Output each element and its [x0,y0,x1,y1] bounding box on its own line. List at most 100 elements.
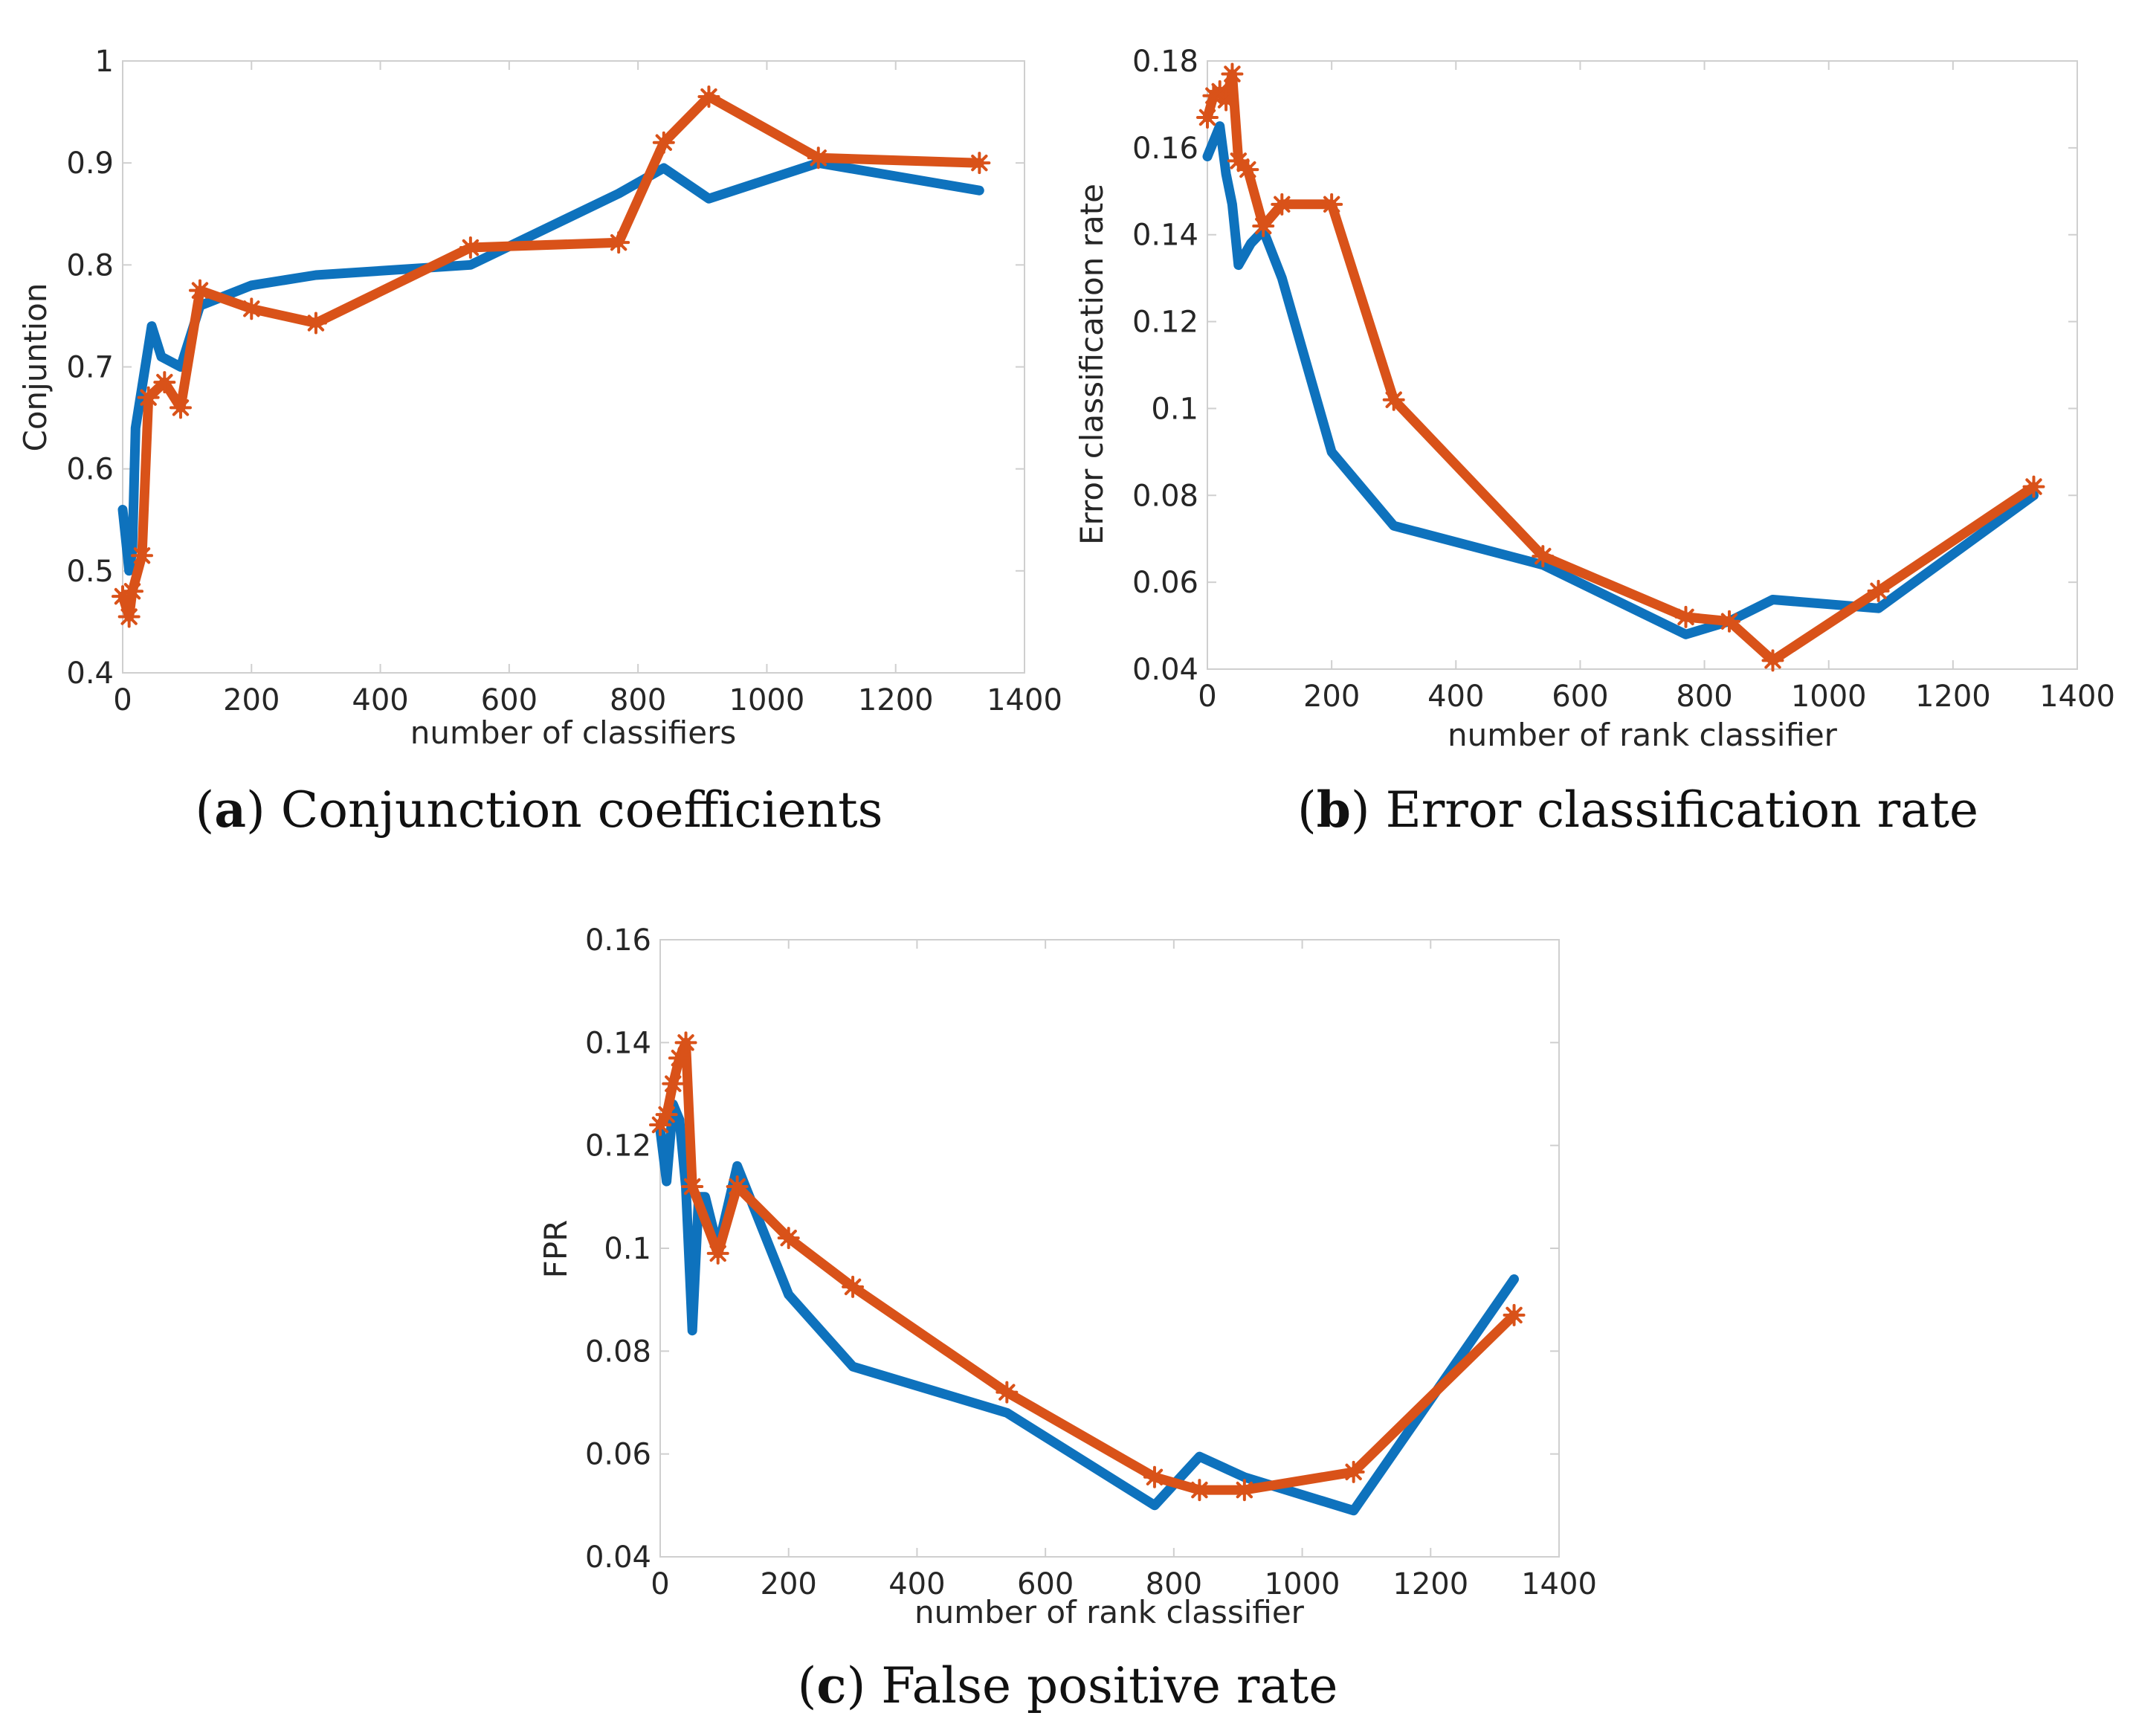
series-line-orange [655,1037,1519,1495]
series-point-orange [1382,388,1405,411]
caption-a: (a) Conjunction coefficients [195,781,882,839]
series-point-orange [1196,106,1219,129]
marker-stroke [1239,161,1256,178]
x-tick-label: 0 [113,683,132,717]
y-tick-label: 1 [95,45,114,79]
marker-stroke [655,134,672,151]
marker-stroke [462,239,480,256]
marker-stroke [671,1049,688,1067]
marker-stroke [700,88,717,106]
series-point-orange [1532,545,1555,568]
x-tick-label: 1200 [1393,1567,1468,1601]
marker-stroke [156,373,173,391]
series-point-orange [304,312,327,335]
marker-stroke [307,314,325,332]
y-tick-label: 0.14 [585,1026,651,1060]
marker-stroke [683,1178,701,1195]
y-tick-label: 0.1 [1151,392,1198,426]
series-line-orange [117,91,984,622]
y-tick-label: 0.7 [66,351,114,385]
series-layer [649,1031,1526,1516]
series-point-orange [995,1381,1019,1404]
x-tick-label: 400 [888,1567,945,1601]
panel-c: 0 200 400 600 800 1000 1200 1400 0.040.060.080.… [538,923,1597,1714]
series-point-orange [1143,1465,1166,1488]
caption-letter: b [1317,781,1351,839]
y-tick-label: 0.12 [585,1129,651,1164]
series-point-orange [681,1175,704,1198]
y-tick-label: 0.12 [1132,306,1198,340]
marker-stroke [1385,391,1402,408]
y-ticks: 0.04 0.06 0.08 0.1 0.12 0.14 0.16 [585,923,1559,1575]
series-point-orange [459,236,482,259]
marker-stroke [140,389,157,406]
marker-stroke [1198,109,1216,126]
series-point-orange [968,152,991,175]
marker-stroke [1236,1481,1253,1499]
x-tick-label: 400 [1427,680,1484,714]
marker-stroke [1274,196,1291,213]
panel-b: 0 200 400 600 800 1000 1200 1400 0.040.060.080.… [1074,45,2115,839]
series-point-orange [2022,475,2045,498]
marker-stroke [123,583,141,600]
series-point-orange [1674,605,1697,628]
series-point-orange [1718,610,1740,633]
x-tick-label: 1200 [858,683,934,717]
x-tick-label: 1000 [1791,680,1867,714]
series-point-orange [1188,1479,1211,1502]
series-point-orange [120,580,143,603]
x-ticks: 0 200 400 600 800 1000 1200 1400 [651,940,1597,1601]
marker-stroke [729,1178,746,1195]
y-axis-label: Error classification rate [1074,184,1110,545]
x-tick-label: 600 [1552,680,1608,714]
y-tick-label: 0.08 [1132,479,1198,513]
x-tick-label: 800 [1676,680,1732,714]
y-tick-label: 0.04 [1132,653,1198,687]
x-tick-label: 800 [1146,1567,1202,1601]
marker-stroke [1224,65,1241,83]
series-point-orange [1320,193,1343,216]
marker-stroke [1677,608,1694,626]
series-point-orange [607,231,630,254]
marker-stroke [1764,652,1781,669]
series-point-orange [117,605,141,628]
x-tick-label: 1200 [1915,680,1991,714]
x-tick-label: 1400 [2039,680,2115,714]
marker-stroke [2025,478,2042,495]
x-tick-label: 200 [223,683,280,717]
y-ticks: 0.4 0.5 0.6 0.7 0.8 0.9 1 [66,45,1024,691]
series-point-orange [697,85,720,109]
marker-stroke [1211,83,1228,100]
panel-a: 0 200 400 600 800 1000 1200 1400 0.40.50.60.70.… [17,45,1062,839]
x-axis-label: number of rank classifier [914,1594,1305,1630]
marker-stroke [998,1384,1016,1401]
series-point-orange [655,1103,678,1126]
x-axis-label: number of classifiers [410,714,736,751]
marker-stroke [1217,91,1235,109]
y-axis-label: Conjuntion [17,283,54,451]
marker-stroke [172,399,190,416]
x-tick-label: 0 [651,1567,669,1601]
series-point-orange [662,1072,685,1095]
marker-stroke [1255,217,1272,235]
marker-stroke [651,1116,669,1134]
caption-b: (b) Error classification rate [1297,781,1978,839]
marker-stroke [133,547,151,564]
marker-stroke [709,1245,726,1262]
series-line-blue [1202,121,2039,639]
y-tick-label: 0.08 [585,1335,651,1369]
caption-c: (c) False positive rate [798,1656,1338,1714]
marker-stroke [971,154,988,172]
y-ticks: 0.04 0.06 0.08 0.1 0.12 0.14 0.16 0.18 [1132,45,2077,687]
series-point-orange [1215,88,1238,112]
y-tick-label: 0.9 [66,146,114,181]
marker-stroke [658,1106,675,1123]
x-tick-label: 1000 [1265,1567,1340,1601]
x-ticks: 0 200 400 600 800 1000 1200 1400 [113,61,1062,717]
series-layer [1196,62,2045,672]
x-tick-label: 1000 [729,683,805,717]
plot-frame [1207,60,2078,670]
series-point-orange [169,396,192,419]
x-tick-label: 400 [352,683,408,717]
